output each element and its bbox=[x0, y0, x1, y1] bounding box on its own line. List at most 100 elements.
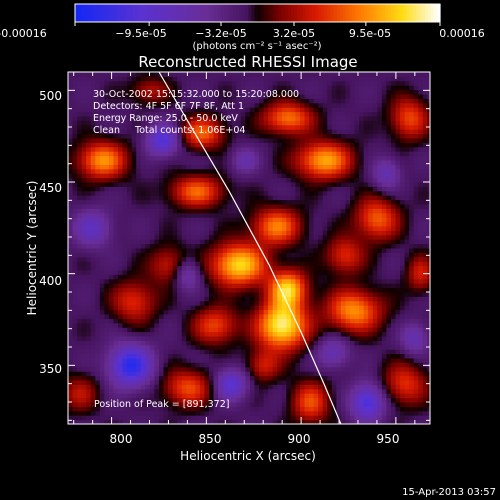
heatmap-cell bbox=[322, 182, 328, 187]
heatmap-cell bbox=[286, 111, 292, 117]
heatmap-cell bbox=[304, 318, 310, 324]
heatmap-cell bbox=[122, 217, 128, 223]
heatmap-cell bbox=[172, 248, 178, 253]
heatmap-cell bbox=[245, 375, 251, 381]
heatmap-cell bbox=[113, 151, 119, 157]
heatmap-cell bbox=[213, 388, 219, 394]
heatmap-cell bbox=[158, 248, 165, 253]
heatmap-cell bbox=[213, 331, 219, 337]
colorbar-slice bbox=[309, 4, 313, 22]
heatmap-cell bbox=[122, 155, 128, 161]
heatmap-cell bbox=[136, 76, 142, 82]
heatmap-cell bbox=[290, 384, 296, 390]
heatmap-cell bbox=[231, 199, 237, 205]
heatmap-cell bbox=[204, 111, 210, 117]
heatmap-cell bbox=[86, 309, 92, 315]
heatmap-cell bbox=[272, 261, 278, 267]
heatmap-cell bbox=[108, 173, 114, 179]
heatmap-cell bbox=[90, 98, 96, 104]
heatmap-cell bbox=[254, 80, 260, 86]
heatmap-cell bbox=[222, 124, 228, 130]
heatmap-cell bbox=[113, 248, 119, 253]
heatmap-cell bbox=[268, 358, 274, 363]
heatmap-cell bbox=[222, 344, 228, 350]
heatmap-cell bbox=[309, 204, 315, 209]
heatmap-cell bbox=[140, 283, 146, 289]
heatmap-cell bbox=[190, 212, 196, 218]
heatmap-cell bbox=[118, 274, 124, 280]
heatmap-cell bbox=[281, 274, 287, 280]
heatmap-cell bbox=[172, 177, 178, 183]
heatmap-cell bbox=[304, 124, 310, 130]
heatmap-cell bbox=[309, 76, 315, 82]
heatmap-cell bbox=[127, 362, 133, 368]
heatmap-cell bbox=[322, 344, 328, 350]
heatmap-cell bbox=[140, 349, 146, 355]
heatmap-cell bbox=[240, 252, 246, 258]
heatmap-cell bbox=[240, 226, 246, 231]
heatmap-cell bbox=[268, 124, 274, 130]
heatmap-cell bbox=[77, 410, 83, 416]
heatmap-cell bbox=[68, 173, 74, 179]
heatmap-cell bbox=[199, 230, 205, 236]
heatmap-cell bbox=[309, 287, 315, 293]
heatmap-cell bbox=[309, 146, 315, 152]
heatmap-cell bbox=[327, 98, 333, 104]
heatmap-cell bbox=[231, 375, 237, 381]
heatmap-cell bbox=[90, 327, 96, 333]
heatmap-cell bbox=[318, 190, 324, 196]
heatmap-cell bbox=[127, 292, 133, 297]
heatmap-cell bbox=[190, 380, 196, 385]
heatmap-cell bbox=[172, 261, 178, 267]
heatmap-cell bbox=[259, 80, 265, 86]
heatmap-cell bbox=[318, 230, 324, 236]
heatmap-cell bbox=[295, 195, 301, 201]
heatmap-cell bbox=[277, 406, 283, 412]
heatmap-cell bbox=[95, 204, 101, 209]
heatmap-cell bbox=[81, 305, 87, 311]
heatmap-cell bbox=[131, 243, 137, 249]
heatmap-cell bbox=[281, 80, 287, 86]
heatmap-cell bbox=[127, 358, 133, 363]
heatmap-cell bbox=[218, 204, 224, 209]
heatmap-cell bbox=[309, 212, 315, 218]
heatmap-cell bbox=[204, 102, 210, 108]
heatmap-cell bbox=[136, 397, 142, 403]
heatmap-cell bbox=[190, 190, 196, 196]
heatmap-cell bbox=[177, 221, 183, 227]
heatmap-cell bbox=[245, 256, 251, 262]
heatmap-cell bbox=[304, 419, 310, 424]
heatmap-cell bbox=[118, 124, 124, 130]
heatmap-cell bbox=[77, 226, 83, 231]
heatmap-cell bbox=[263, 331, 269, 337]
heatmap-cell bbox=[327, 146, 333, 152]
heatmap-cell bbox=[286, 190, 292, 196]
heatmap-cell bbox=[149, 309, 155, 315]
heatmap-cell bbox=[86, 415, 92, 421]
heatmap-cell bbox=[118, 305, 124, 311]
heatmap-cell bbox=[231, 340, 237, 346]
heatmap-cell bbox=[81, 195, 87, 201]
heatmap-cell bbox=[222, 177, 228, 183]
heatmap-cell bbox=[209, 344, 215, 350]
heatmap-cell bbox=[313, 375, 319, 381]
heatmap-cell bbox=[322, 76, 328, 82]
heatmap-cell bbox=[195, 292, 201, 297]
heatmap-cell bbox=[318, 327, 324, 333]
heatmap-cell bbox=[68, 111, 74, 117]
heatmap-cell bbox=[140, 296, 146, 302]
heatmap-cell bbox=[281, 327, 287, 333]
heatmap-cell bbox=[286, 274, 292, 280]
heatmap-cell bbox=[295, 146, 301, 152]
heatmap-cell bbox=[322, 94, 328, 99]
heatmap-cell bbox=[149, 142, 155, 148]
heatmap-cell bbox=[259, 199, 265, 205]
heatmap-cell bbox=[213, 265, 219, 271]
heatmap-cell bbox=[199, 138, 205, 143]
heatmap-cell bbox=[131, 239, 137, 245]
heatmap-cell bbox=[263, 230, 269, 236]
heatmap-cell bbox=[131, 173, 137, 179]
heatmap-cell bbox=[68, 300, 74, 306]
heatmap-cell bbox=[290, 111, 296, 117]
heatmap-cell bbox=[268, 344, 274, 350]
